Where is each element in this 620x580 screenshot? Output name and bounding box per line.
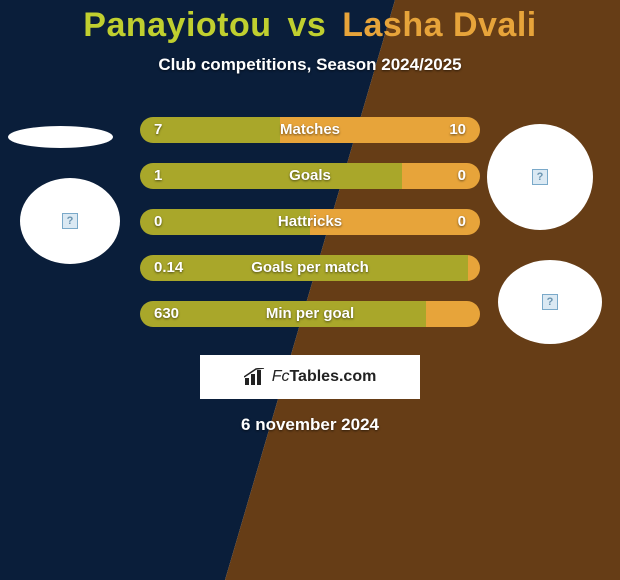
left-avatar: ? [20, 178, 120, 264]
page-title: Panayiotou vs Lasha Dvali [0, 6, 620, 45]
stat-label: Min per goal [140, 301, 480, 327]
stat-value-b: 0 [458, 209, 466, 235]
placeholder-icon: ? [532, 169, 548, 185]
right-avatar-1: ? [487, 124, 593, 230]
stat-value-a: 0 [154, 209, 162, 235]
stat-label: Matches [140, 117, 480, 143]
stat-row: Hattricks0 0 [140, 209, 480, 235]
brand-box[interactable]: FcTables.com [200, 355, 420, 399]
vs-separator: vs [287, 6, 326, 44]
stat-value-a: 7 [154, 117, 162, 143]
brand-text: FcTables.com [272, 368, 377, 386]
date: 6 november 2024 [0, 415, 620, 435]
placeholder-icon: ? [62, 213, 78, 229]
brand-prefix: Fc [272, 368, 290, 385]
stat-value-b: 10 [449, 117, 466, 143]
stat-value-b: 0 [458, 163, 466, 189]
brand-chart-icon [244, 368, 266, 386]
placeholder-icon: ? [542, 294, 558, 310]
stat-label: Goals [140, 163, 480, 189]
brand-main: Tables.com [289, 368, 376, 385]
stat-value-a: 630 [154, 301, 179, 327]
stat-row: Goals per match0.14 [140, 255, 480, 281]
right-avatar-2: ? [498, 260, 602, 344]
stat-row: Matches7 10 [140, 117, 480, 143]
stat-value-a: 1 [154, 163, 162, 189]
left-ellipse [8, 126, 113, 148]
subtitle: Club competitions, Season 2024/2025 [0, 55, 620, 75]
player-b-name: Lasha Dvali [342, 6, 536, 44]
stat-label: Hattricks [140, 209, 480, 235]
stat-value-a: 0.14 [154, 255, 183, 281]
player-a-name: Panayiotou [83, 6, 271, 44]
stat-row: Min per goal630 [140, 301, 480, 327]
stat-label: Goals per match [140, 255, 480, 281]
stat-row: Goals1 0 [140, 163, 480, 189]
stat-bars: Matches710Goals10Hattricks00Goals per ma… [140, 117, 480, 327]
